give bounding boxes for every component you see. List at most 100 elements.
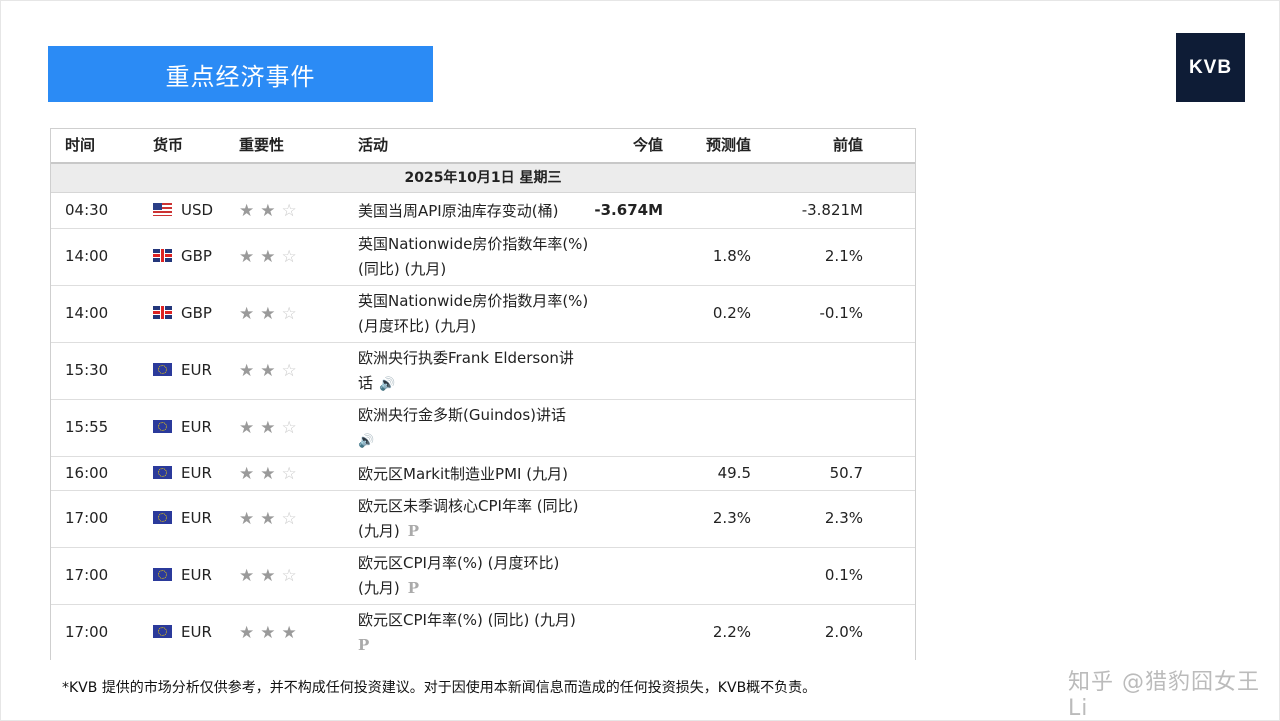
us-flag-icon bbox=[153, 202, 172, 216]
activity-line: 英国Nationwide房价指数年率(%) bbox=[358, 235, 589, 253]
star-filled-icon: ★ bbox=[239, 247, 261, 267]
table-row: 15:30 EUR ★★☆ 欧洲央行执委Frank Elderson讲话 🔊 bbox=[51, 343, 915, 400]
event-time: 16:00 bbox=[65, 463, 109, 482]
eu-flag-icon bbox=[153, 568, 172, 581]
star-filled-icon: ★ bbox=[260, 566, 282, 586]
event-activity: 欧洲央行执委Frank Elderson讲话 🔊 bbox=[358, 346, 603, 397]
star-filled-icon: ★ bbox=[260, 200, 282, 221]
star-filled-icon: ★ bbox=[239, 509, 261, 529]
activity-line: 欧元区CPI月率(%) (月度环比) bbox=[358, 554, 560, 572]
currency-code: GBP bbox=[181, 304, 212, 322]
table-row: 15:55 EUR ★★☆ 欧洲央行金多斯(Guindos)讲话 🔊 bbox=[51, 400, 915, 457]
header-activity: 活动 bbox=[358, 136, 389, 154]
star-filled-icon: ★ bbox=[239, 418, 261, 438]
importance-stars: ★★★ bbox=[239, 623, 303, 643]
star-empty-icon: ☆ bbox=[281, 304, 303, 324]
star-empty-icon: ☆ bbox=[281, 566, 303, 586]
event-previous: -3.821M bbox=[801, 200, 863, 219]
importance-stars: ★★☆ bbox=[239, 418, 303, 438]
event-time: 04:30 bbox=[65, 200, 109, 219]
disclaimer-text: *KVB 提供的市场分析仅供参考，并不构成任何投资建议。对于因使用本新闻信息而造… bbox=[62, 680, 817, 696]
preliminary-icon: P bbox=[407, 579, 419, 597]
star-filled-icon: ★ bbox=[260, 304, 282, 324]
star-filled-icon: ★ bbox=[239, 623, 261, 643]
event-actual: -3.674M bbox=[594, 200, 663, 219]
event-activity: 美国当周API原油库存变动(桶) bbox=[358, 199, 603, 224]
event-currency: EUR bbox=[153, 418, 212, 436]
event-activity: 欧元区Markit制造业PMI (九月) bbox=[358, 462, 603, 487]
table-row: 17:00 EUR ★★★ 欧元区CPI年率(%) (同比) (九月) P 2.2% 2.0… bbox=[51, 605, 915, 660]
star-filled-icon: ★ bbox=[260, 509, 282, 529]
event-activity: 欧元区CPI月率(%) (月度环比) (九月) P bbox=[358, 551, 603, 601]
currency-code: EUR bbox=[181, 418, 212, 436]
table-row: 17:00 EUR ★★☆ 欧元区未季调核心CPI年率 (同比) (九月) P 2.3% 2.… bbox=[51, 491, 915, 548]
page-title: 重点经济事件 bbox=[48, 46, 433, 102]
header-forecast: 预测值 bbox=[705, 136, 751, 154]
event-currency: EUR bbox=[153, 623, 212, 641]
gb-flag-icon bbox=[153, 306, 172, 319]
star-filled-icon: ★ bbox=[239, 566, 261, 586]
activity-line: (月度环比) (九月) bbox=[358, 317, 477, 335]
header-importance: 重要性 bbox=[239, 136, 285, 154]
event-forecast: 1.8% bbox=[712, 247, 751, 265]
event-time: 15:55 bbox=[65, 418, 109, 436]
event-activity: 欧元区CPI年率(%) (同比) (九月) P bbox=[358, 608, 603, 658]
event-time: 17:00 bbox=[65, 509, 109, 527]
star-empty-icon: ☆ bbox=[281, 247, 303, 267]
eu-flag-icon bbox=[153, 420, 172, 433]
header-previous: 前值 bbox=[832, 136, 863, 154]
event-activity: 英国Nationwide房价指数年率(%) (同比) (九月) bbox=[358, 232, 603, 282]
currency-code: EUR bbox=[181, 623, 212, 641]
star-filled-icon: ★ bbox=[260, 623, 282, 643]
star-filled-icon: ★ bbox=[260, 418, 282, 438]
currency-code: GBP bbox=[181, 247, 212, 265]
star-filled-icon: ★ bbox=[260, 247, 282, 267]
event-previous: 0.1% bbox=[824, 566, 863, 584]
importance-stars: ★★☆ bbox=[239, 247, 303, 267]
eu-flag-icon bbox=[153, 363, 172, 376]
activity-line: (九月) bbox=[358, 522, 400, 540]
activity-line: 欧洲央行执委Frank Elderson讲 bbox=[358, 349, 574, 367]
preliminary-icon: P bbox=[358, 636, 370, 654]
star-filled-icon: ★ bbox=[260, 361, 282, 381]
star-filled-icon: ★ bbox=[239, 200, 261, 221]
event-activity: 英国Nationwide房价指数月率(%) (月度环比) (九月) bbox=[358, 289, 603, 339]
eu-flag-icon bbox=[153, 511, 172, 524]
event-currency: GBP bbox=[153, 247, 212, 265]
eu-flag-icon bbox=[153, 465, 172, 479]
eu-flag-icon bbox=[153, 625, 172, 638]
currency-code: EUR bbox=[181, 361, 212, 379]
event-forecast: 0.2% bbox=[712, 304, 751, 322]
table-row: 16:00 EUR ★★☆ 欧元区Markit制造业PMI (九月) 49.5 50.7 bbox=[51, 457, 915, 491]
event-forecast: 2.2% bbox=[712, 623, 751, 641]
star-filled-icon: ★ bbox=[239, 463, 261, 484]
preliminary-icon: P bbox=[407, 522, 419, 540]
importance-stars: ★★☆ bbox=[239, 361, 303, 381]
event-time: 17:00 bbox=[65, 623, 109, 641]
header-actual: 今值 bbox=[632, 136, 663, 154]
activity-line: 欧元区Markit制造业PMI (九月) bbox=[358, 464, 568, 483]
event-currency: EUR bbox=[153, 464, 212, 482]
event-time: 14:00 bbox=[65, 304, 109, 322]
currency-code: EUR bbox=[181, 463, 212, 482]
table-row: 17:00 EUR ★★☆ 欧元区CPI月率(%) (月度环比) (九月) P 0.1% bbox=[51, 548, 915, 605]
activity-line: 英国Nationwide房价指数月率(%) bbox=[358, 292, 589, 310]
currency-code: EUR bbox=[181, 566, 212, 584]
event-currency: EUR bbox=[153, 509, 212, 527]
header-time: 时间 bbox=[65, 136, 96, 154]
event-forecast: 2.3% bbox=[712, 509, 751, 527]
event-forecast: 49.5 bbox=[717, 463, 751, 482]
event-previous: -0.1% bbox=[819, 304, 863, 322]
star-empty-icon: ☆ bbox=[281, 463, 303, 484]
event-currency: USD bbox=[153, 201, 213, 219]
activity-line: 欧洲央行金多斯(Guindos)讲话 bbox=[358, 406, 567, 424]
importance-stars: ★★☆ bbox=[239, 566, 303, 586]
table-row: 14:00 GBP ★★☆ 英国Nationwide房价指数月率(%) (月度环比) (… bbox=[51, 286, 915, 343]
activity-line: (同比) (九月) bbox=[358, 260, 447, 278]
gb-flag-icon bbox=[153, 249, 172, 262]
speaker-icon: 🔊 bbox=[379, 377, 396, 392]
star-empty-icon: ☆ bbox=[281, 418, 303, 438]
activity-line: (九月) bbox=[358, 579, 400, 597]
activity-line: 话 bbox=[358, 374, 374, 392]
kvb-logo: KVB bbox=[1176, 33, 1245, 102]
